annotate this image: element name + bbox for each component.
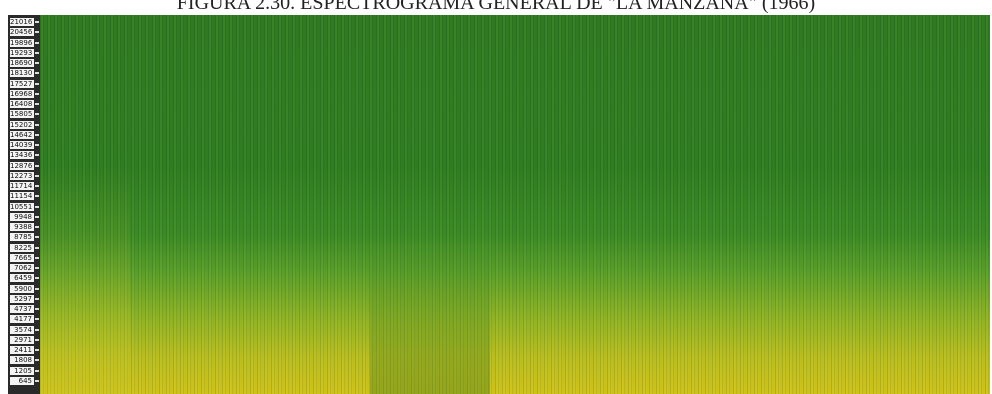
axis-label: 8225 (10, 244, 34, 252)
axis-tick (35, 349, 39, 351)
axis-tick (35, 113, 39, 115)
axis-label: 5900 (10, 285, 34, 293)
axis-tick (35, 52, 39, 54)
axis-tick (35, 216, 39, 218)
axis-tick (35, 257, 39, 259)
axis-tick (35, 308, 39, 310)
axis-label: 14642 (10, 131, 34, 139)
axis-tick (35, 83, 39, 85)
axis-tick (35, 124, 39, 126)
axis-label: 7665 (10, 254, 34, 262)
axis-label: 15202 (10, 121, 34, 129)
figure-title: FIGURA 2.30. ESPECTROGRAMA GENERAL DE "L… (0, 0, 992, 15)
axis-label: 16968 (10, 90, 34, 98)
axis-tick (35, 62, 39, 64)
axis-label: 18130 (10, 69, 34, 77)
axis-tick (35, 339, 39, 341)
axis-tick (35, 298, 39, 300)
axis-tick (35, 42, 39, 44)
axis-label: 645 (10, 377, 34, 385)
axis-label: 18690 (10, 59, 34, 67)
axis-tick (35, 134, 39, 136)
axis-label: 8785 (10, 233, 34, 241)
axis-tick (35, 175, 39, 177)
axis-tick (35, 93, 39, 95)
axis-label: 1205 (10, 367, 34, 375)
axis-tick (35, 21, 39, 23)
axis-label: 14039 (10, 141, 34, 149)
axis-label: 1808 (10, 356, 34, 364)
axis-label: 2411 (10, 346, 34, 354)
axis-label: 6459 (10, 274, 34, 282)
axis-tick (35, 329, 39, 331)
axis-tick (35, 370, 39, 372)
axis-label: 5297 (10, 295, 34, 303)
axis-label: 12273 (10, 172, 34, 180)
axis-tick (35, 236, 39, 238)
axis-label: 19293 (10, 49, 34, 57)
axis-tick (35, 31, 39, 33)
axis-tick (35, 195, 39, 197)
axis-tick (35, 103, 39, 105)
axis-tick (35, 359, 39, 361)
frequency-axis: 21016 20456 19896 19293 18690 18130 17527 16968… (8, 15, 40, 394)
axis-tick (35, 185, 39, 187)
axis-label: 11714 (10, 182, 34, 190)
axis-tick (35, 165, 39, 167)
spectrogram-shade (370, 245, 490, 394)
axis-label: 12876 (10, 162, 34, 170)
axis-label: 4737 (10, 305, 34, 313)
axis-label: 7062 (10, 264, 34, 272)
axis-tick (35, 72, 39, 74)
axis-label: 19896 (10, 39, 34, 47)
axis-label: 16408 (10, 100, 34, 108)
axis-label: 9948 (10, 213, 34, 221)
axis-tick (35, 154, 39, 156)
axis-tick (35, 247, 39, 249)
axis-tick (35, 318, 39, 320)
axis-label: 3574 (10, 326, 34, 334)
page: FIGURA 2.30. ESPECTROGRAMA GENERAL DE "L… (0, 0, 992, 394)
spectrogram (40, 15, 990, 394)
axis-tick (35, 380, 39, 382)
axis-label: 20456 (10, 28, 34, 36)
axis-label: 21016 (10, 18, 34, 26)
axis-label: 17527 (10, 80, 34, 88)
spectrogram-shade (40, 165, 130, 394)
axis-label: 10551 (10, 203, 34, 211)
axis-label: 4177 (10, 315, 34, 323)
axis-label: 11154 (10, 192, 34, 200)
axis-label: 15805 (10, 110, 34, 118)
axis-label: 9388 (10, 223, 34, 231)
axis-tick (35, 267, 39, 269)
axis-tick (35, 226, 39, 228)
axis-tick (35, 206, 39, 208)
axis-label: 13436 (10, 151, 34, 159)
axis-label: 2971 (10, 336, 34, 344)
axis-tick (35, 144, 39, 146)
axis-tick (35, 288, 39, 290)
axis-tick (35, 277, 39, 279)
